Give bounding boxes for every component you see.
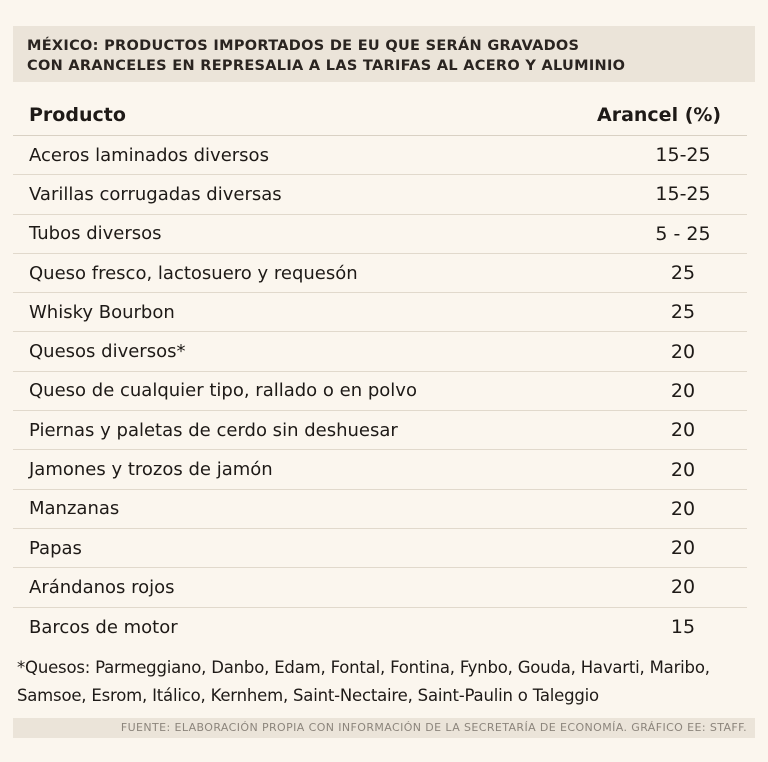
table-title-line-1: MÉXICO: PRODUCTOS IMPORTADOS DE EU QUE S… [27,38,580,54]
table-row: Arándanos rojos 20 [13,568,747,608]
row-tariff: 20 [670,576,696,599]
table-row: Queso fresco, lactosuero y requesón 25 [13,254,747,294]
header-product: Producto [29,103,126,126]
footnote-line-1: *Quesos: Parmeggiano, Danbo, Edam, Fonta… [17,658,710,677]
row-tariff: 20 [670,537,696,560]
row-product: Tubos diversos [29,223,162,245]
row-product: Manzanas [29,498,120,520]
row-tariff: 20 [670,419,696,442]
row-product: Arándanos rojos [29,576,175,598]
row-tariff: 15-25 [655,144,711,167]
table-row: Piernas y paletas de cerdo sin deshuesar… [13,411,747,451]
table-row: Whisky Bourbon 25 [13,293,747,333]
row-product: Barcos de motor [29,616,178,638]
row-product: Varillas corrugadas diversas [29,183,282,205]
table-row: Manzanas 20 [13,490,747,529]
row-product: Aceros laminados diversos [29,144,269,166]
table-body: Aceros laminados diversos 15-25 Varillas c… [13,136,747,647]
row-tariff: 5 - 25 [655,222,711,245]
row-tariff: 20 [670,379,696,402]
tariff-table: Producto Arancel (%) Aceros laminados di… [13,94,747,647]
row-tariff: 20 [670,340,696,363]
row-tariff: 20 [670,497,696,520]
row-tariff: 15-25 [655,183,711,206]
table-row: Varillas corrugadas diversas 15-25 [13,175,747,215]
table-row: Papas 20 [13,529,747,569]
row-tariff: 20 [670,458,696,481]
footnote: *Quesos: Parmeggiano, Danbo, Edam, Fonta… [17,654,757,710]
row-tariff: 15 [670,616,696,639]
row-product: Quesos diversos* [29,341,186,363]
source-bar: FUENTE: ELABORACIÓN PROPIA CON INFORMACI… [13,718,755,738]
row-product: Jamones y trozos de jamón [29,459,273,481]
table-title-box: MÉXICO: PRODUCTOS IMPORTADOS DE EU QUE S… [13,26,755,82]
row-product: Piernas y paletas de cerdo sin deshuesar [29,419,398,441]
row-product: Whisky Bourbon [29,301,175,323]
row-tariff: 25 [670,301,696,324]
table-row: Queso de cualquier tipo, rallado o en po… [13,372,747,412]
table-row: Barcos de motor 15 [13,608,747,647]
table-row: Jamones y trozos de jamón 20 [13,450,747,490]
footnote-line-2: Samsoe, Esrom, Itálico, Kernhem, Saint-N… [17,686,599,705]
table-title-line-2: CON ARANCELES EN REPRESALIA A LAS TARIFA… [27,58,626,74]
source-text: FUENTE: ELABORACIÓN PROPIA CON INFORMACI… [120,721,747,734]
table-header-row: Producto Arancel (%) [13,94,747,136]
row-product: Papas [29,537,82,559]
row-tariff: 25 [670,262,696,285]
table-row: Tubos diversos 5 - 25 [13,215,747,254]
table-row: Quesos diversos* 20 [13,332,747,372]
row-product: Queso de cualquier tipo, rallado o en po… [29,380,417,402]
header-tariff: Arancel (%) [597,103,722,126]
table-row: Aceros laminados diversos 15-25 [13,136,747,176]
row-product: Queso fresco, lactosuero y requesón [29,262,358,284]
